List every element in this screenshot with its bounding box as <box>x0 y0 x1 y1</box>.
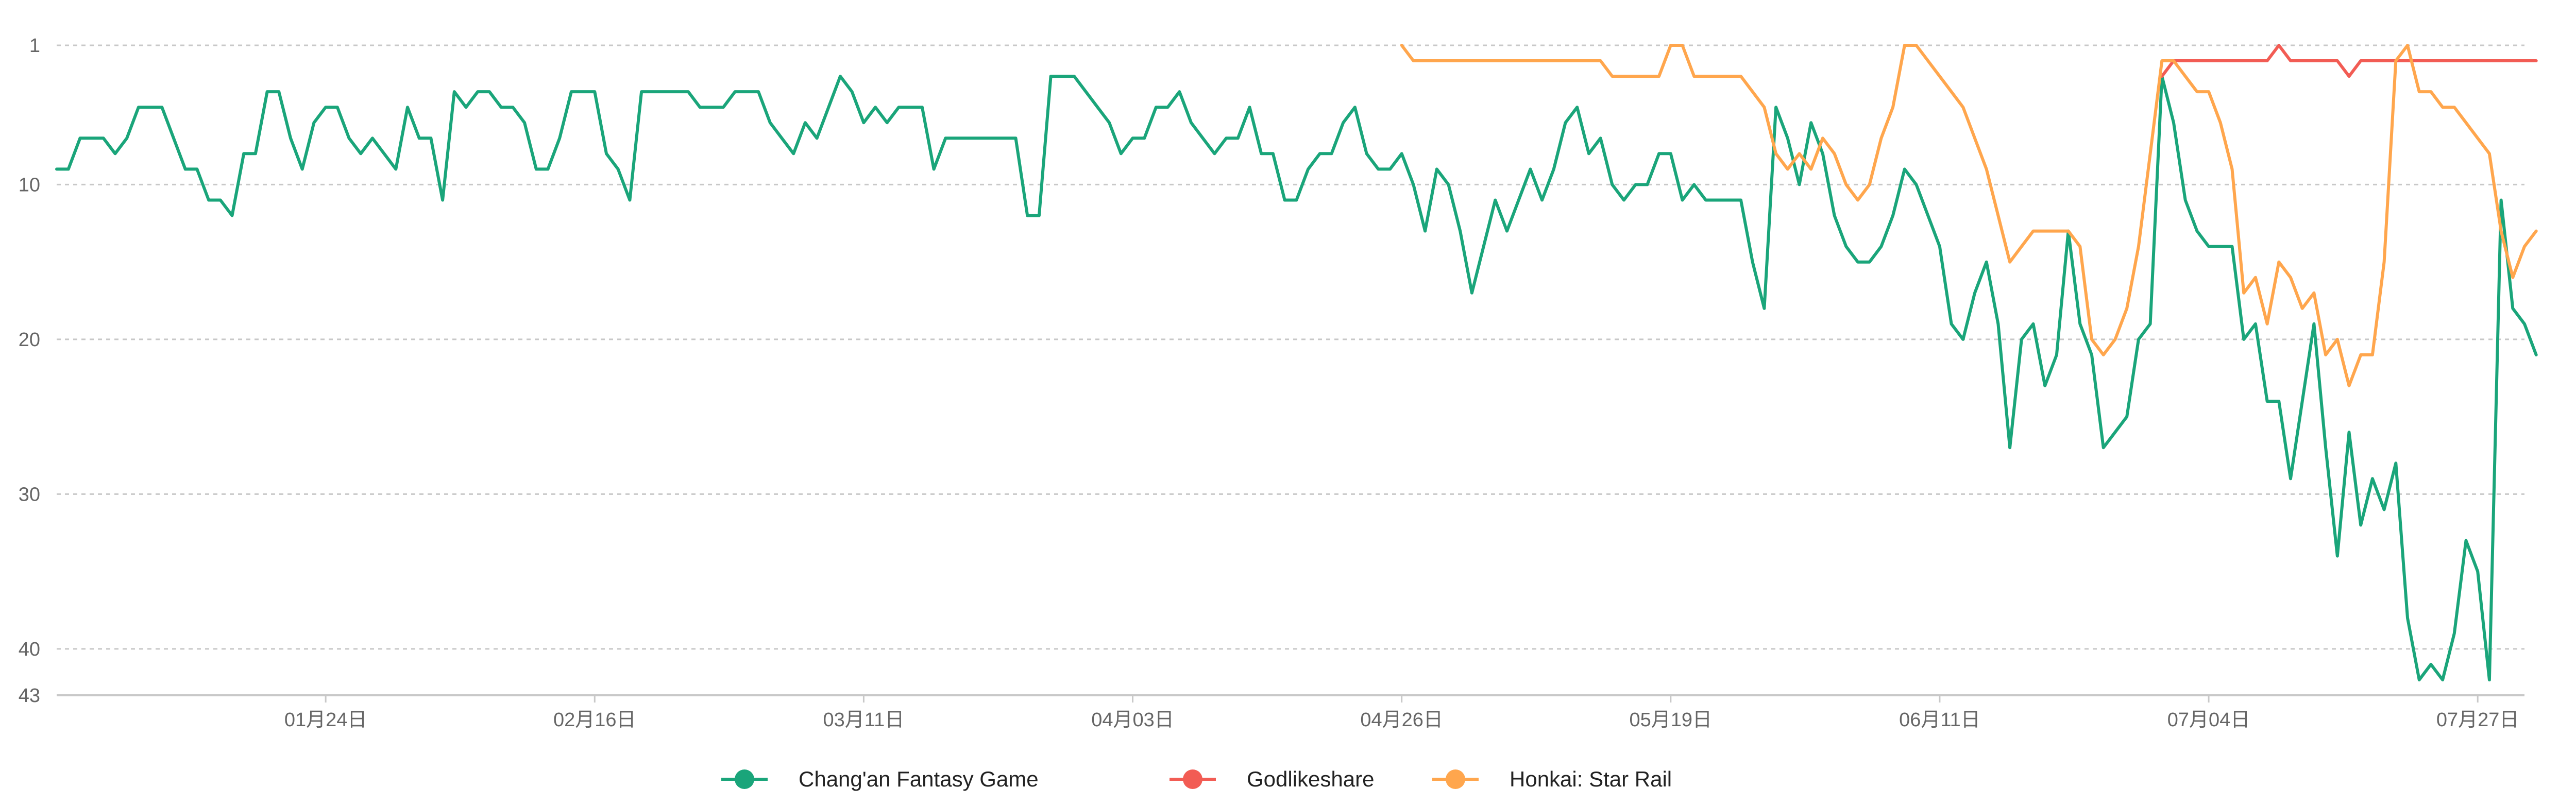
series-line-0 <box>55 75 2538 681</box>
x-tick-label: 07月04日 <box>2167 709 2250 731</box>
legend-item[interactable]: Honkai: Star Rail <box>1432 767 1672 791</box>
series-line-2 <box>1400 44 2538 387</box>
legend: Chang'an Fantasy Game Godlikeshare Honkai:… <box>721 767 1672 791</box>
series-lines <box>55 44 2538 681</box>
legend-item[interactable]: Chang'an Fantasy Game <box>721 767 1039 791</box>
x-tick-label: 01月24日 <box>284 709 367 731</box>
y-tick-label: 40 <box>19 639 40 660</box>
legend-marker-icon <box>1183 769 1202 789</box>
legend-label: Chang'an Fantasy Game <box>799 767 1039 791</box>
x-tick-label: 04月26日 <box>1360 709 1443 731</box>
y-tick-label: 43 <box>19 685 40 707</box>
x-tick-label: 02月16日 <box>553 709 636 731</box>
x-tick-label: 04月03日 <box>1091 709 1174 731</box>
y-tick-label: 1 <box>29 35 40 57</box>
legend-label: Honkai: Star Rail <box>1510 767 1672 791</box>
axes: 1 10 20 30 40 43 01月24日 02月16日 03月11日 04月03日 04月26… <box>19 35 2524 731</box>
series-line-1 <box>2160 44 2538 78</box>
legend-item[interactable]: Godlikeshare <box>1170 767 1374 791</box>
x-tick-label: 07月27日 <box>2436 709 2519 731</box>
legend-label: Godlikeshare <box>1247 767 1374 791</box>
legend-marker-icon <box>735 769 754 789</box>
x-tick-label: 03月11日 <box>823 709 905 731</box>
grid-lines <box>57 44 2524 650</box>
x-tick-label: 05月19日 <box>1630 709 1713 731</box>
x-tick-label: 06月11日 <box>1899 709 1980 731</box>
legend-marker-icon <box>1446 769 1465 789</box>
y-tick-label: 30 <box>19 484 40 505</box>
y-tick-label: 10 <box>19 174 40 196</box>
y-tick-label: 20 <box>19 329 40 351</box>
